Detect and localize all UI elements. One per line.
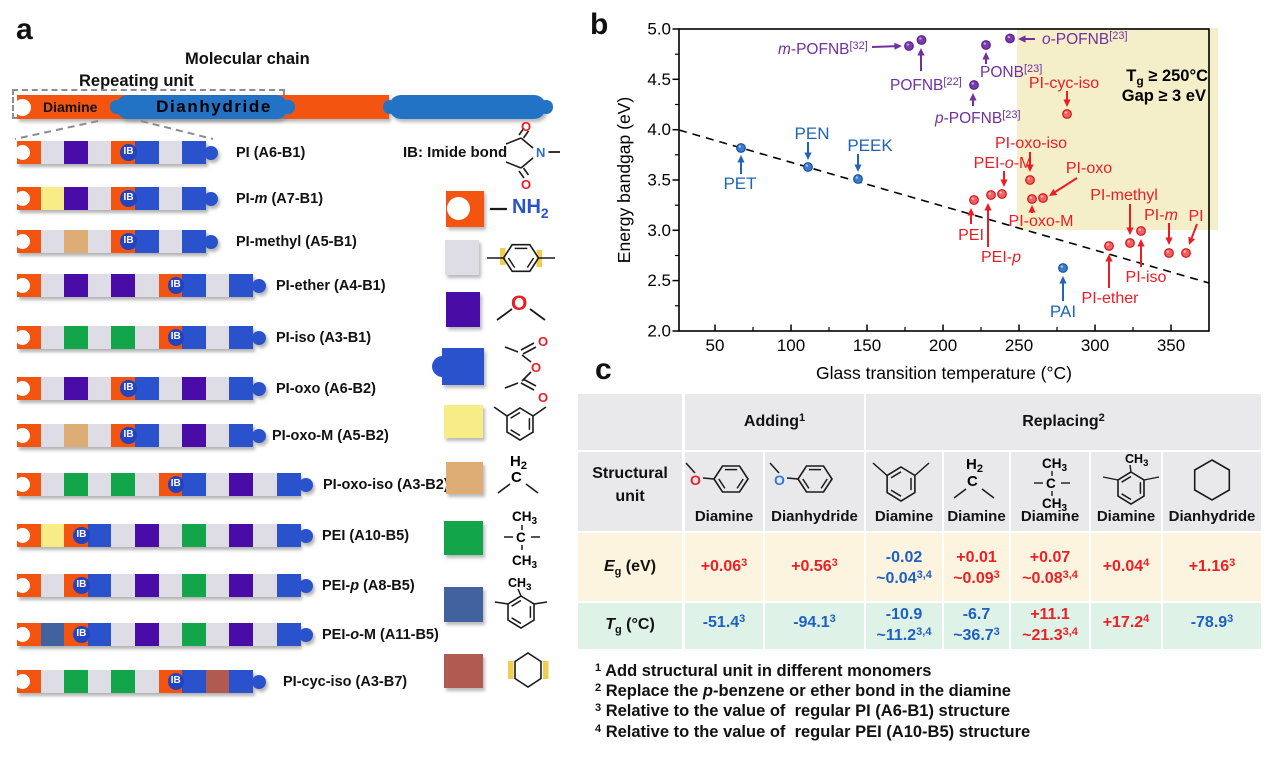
svg-text:3.5: 3.5 (647, 171, 671, 190)
svg-text:4.5: 4.5 (647, 70, 671, 89)
svg-text:O: O (511, 292, 527, 315)
svg-text:PEN: PEN (795, 124, 830, 143)
svg-text:O: O (690, 472, 701, 488)
svg-text:PI-methyl: PI-methyl (1090, 187, 1158, 204)
svg-text:PI: PI (1188, 208, 1203, 225)
svg-text:300: 300 (1081, 336, 1109, 355)
svg-text:Tg ≥ 250°C: Tg ≥ 250°C (1126, 67, 1208, 88)
svg-text:O: O (538, 390, 548, 405)
svg-text:PI-oxo-iso: PI-oxo-iso (995, 135, 1067, 152)
svg-text:Gap ≥ 3 eV: Gap ≥ 3 eV (1122, 87, 1206, 105)
svg-text:PI-m: PI-m (1144, 207, 1178, 224)
svg-text:CH3: CH3 (1042, 456, 1068, 474)
svg-text:50: 50 (706, 336, 725, 355)
svg-text:2.0: 2.0 (647, 322, 671, 341)
svg-text:O: O (521, 119, 531, 134)
svg-text:PEI: PEI (958, 227, 984, 244)
svg-text:CH3: CH3 (508, 576, 531, 593)
svg-text:CH3: CH3 (512, 553, 538, 571)
svg-text:200: 200 (929, 336, 957, 355)
svg-text:250: 250 (1005, 336, 1033, 355)
svg-text:p-POFNB[23]: p-POFNB[23] (934, 109, 1021, 127)
svg-text:PEI-p: PEI-p (981, 249, 1021, 266)
svg-text:PI-oxo-M: PI-oxo-M (1009, 213, 1074, 230)
svg-text:3.0: 3.0 (647, 221, 671, 240)
svg-text:350: 350 (1157, 336, 1185, 355)
svg-text:CH3: CH3 (512, 509, 538, 527)
svg-text:m-POFNB[32]: m-POFNB[32] (778, 40, 868, 58)
svg-text:PI-ether: PI-ether (1082, 290, 1140, 307)
svg-text:150: 150 (853, 336, 881, 355)
svg-text:2.5: 2.5 (647, 271, 671, 290)
svg-text:C: C (967, 473, 978, 490)
svg-text:C: C (1046, 476, 1056, 491)
svg-text:O: O (521, 177, 531, 192)
svg-text:C: C (511, 469, 522, 486)
svg-text:CH3: CH3 (1042, 496, 1068, 514)
svg-text:o-POFNB[23]: o-POFNB[23] (1042, 30, 1128, 48)
svg-text:Glass transition temperature (: Glass transition temperature (°C) (816, 363, 1072, 383)
svg-text:5.0: 5.0 (647, 20, 671, 39)
svg-text:PEI-o-M: PEI-o-M (974, 155, 1033, 172)
svg-text:Energy bandgap (eV): Energy bandgap (eV) (614, 97, 634, 263)
svg-text:CH3: CH3 (1125, 452, 1148, 469)
svg-text:O: O (538, 334, 548, 349)
svg-text:PI-oxo: PI-oxo (1066, 160, 1112, 177)
svg-text:N: N (536, 145, 545, 160)
svg-text:4.0: 4.0 (647, 120, 671, 139)
svg-text:C: C (516, 530, 526, 545)
svg-text:O: O (531, 360, 541, 375)
svg-text:PET: PET (723, 174, 756, 193)
svg-text:PEEK: PEEK (847, 136, 893, 155)
svg-text:PAI: PAI (1050, 302, 1076, 321)
svg-text:PI-iso: PI-iso (1126, 269, 1167, 286)
svg-text:O: O (774, 472, 785, 488)
svg-text:100: 100 (777, 336, 805, 355)
svg-text:PI-cyc-iso: PI-cyc-iso (1029, 75, 1099, 92)
svg-text:POFNB[22]: POFNB[22] (890, 76, 962, 94)
